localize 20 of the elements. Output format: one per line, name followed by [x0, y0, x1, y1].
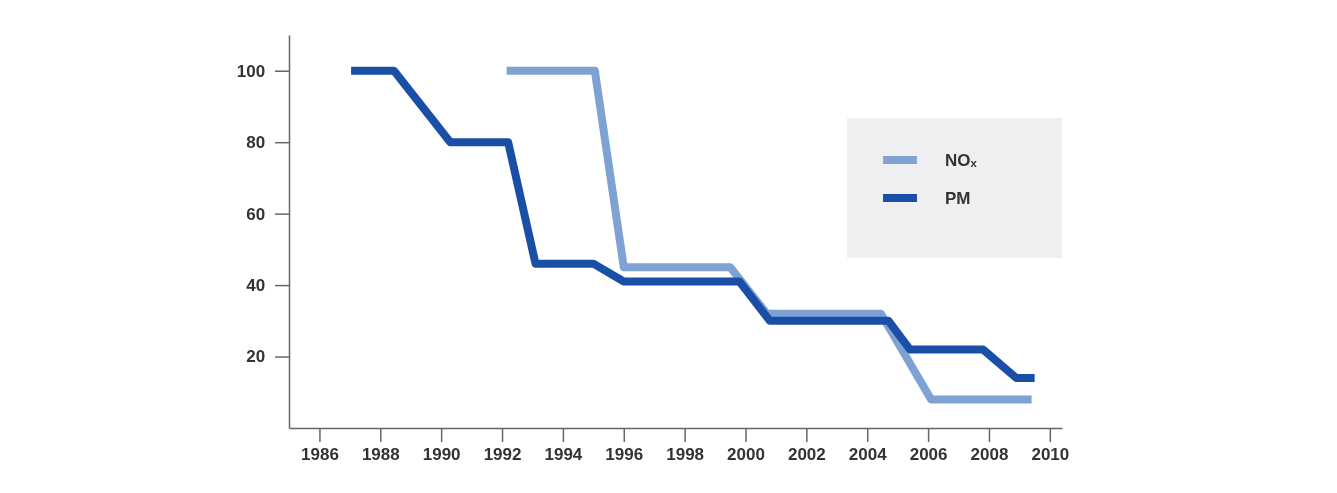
x-tick-label: 1990 [422, 445, 461, 465]
y-tick-label: 60 [246, 204, 266, 224]
x-tick-label: 2006 [909, 445, 948, 465]
x-tick-label: 1994 [544, 445, 583, 465]
y-tick-label: 100 [236, 61, 266, 81]
x-tick-label: 2008 [970, 445, 1009, 465]
x-tick-label: 1986 [301, 445, 339, 465]
x-tick-label: 2002 [787, 445, 826, 465]
x-tick-label: 1998 [666, 445, 705, 465]
y-tick-label: 80 [246, 133, 266, 153]
x-tick-label: 1988 [361, 445, 400, 465]
y-tick-label: 40 [246, 276, 266, 296]
y-tick-label: 20 [246, 347, 266, 367]
x-tick-label: 2004 [848, 445, 888, 465]
x-tick-label: 1992 [483, 445, 522, 465]
x-tick-label: 2010 [1031, 445, 1070, 465]
legend-label: NOₓ [945, 151, 978, 170]
x-tick-label: 2000 [727, 445, 765, 465]
x-tick-label: 1996 [605, 445, 644, 465]
legend-label: PM [945, 189, 971, 208]
